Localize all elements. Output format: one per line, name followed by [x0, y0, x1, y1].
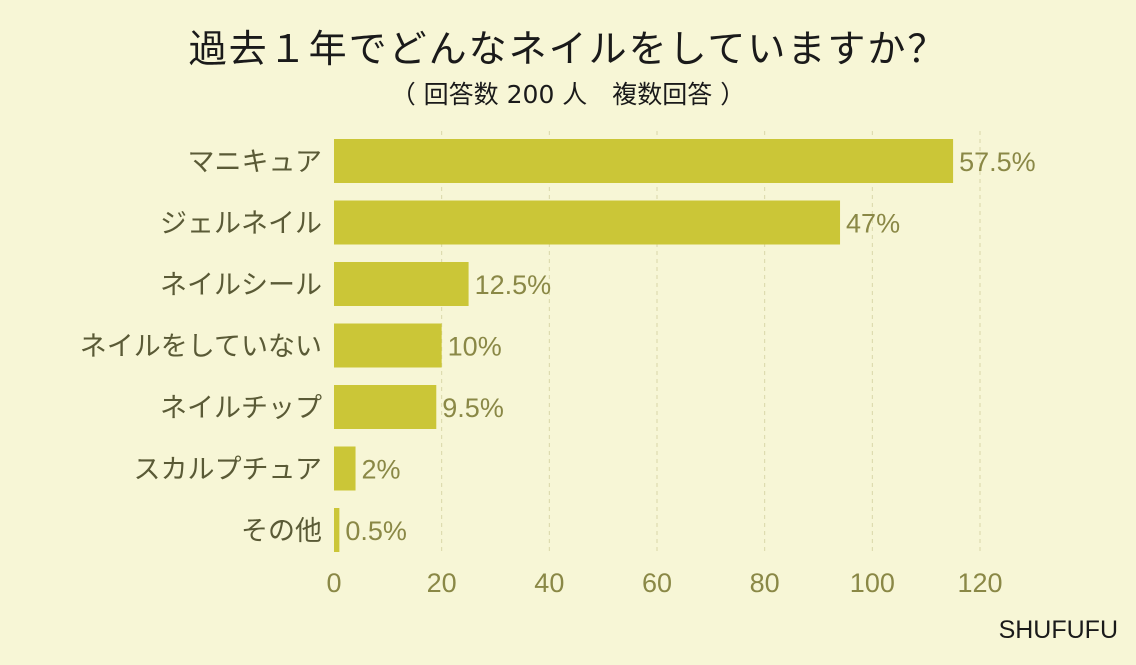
- value-label: 2%: [362, 455, 401, 485]
- category-label: ネイルシール: [160, 270, 322, 301]
- x-tick-label: 20: [427, 568, 457, 598]
- value-label: 0.5%: [345, 516, 407, 546]
- chart-subtitle: （ 回答数 200 人 複数回答 ）: [390, 80, 746, 109]
- value-label: 47%: [846, 209, 900, 239]
- value-label: 57.5%: [959, 147, 1036, 177]
- category-label: ネイルをしていない: [80, 332, 322, 363]
- chart-title: 過去１年でどんなネイルをしていますか？: [188, 27, 948, 71]
- value-labels: 57.5% 47% 12.5% 10% 9.5% 2% 0.5%: [345, 147, 1035, 546]
- value-label: 9.5%: [442, 393, 504, 423]
- bar: [334, 200, 841, 245]
- category-label: スカルプチュア: [134, 455, 322, 486]
- bar: [334, 385, 437, 429]
- category-label: マニキュア: [188, 147, 322, 178]
- category-label: ジェルネイル: [160, 209, 322, 240]
- bars: [334, 139, 954, 552]
- x-tick-label: 40: [534, 568, 564, 598]
- x-tick-label: 60: [642, 568, 672, 598]
- x-tick-label: 120: [957, 568, 1002, 598]
- bar: [334, 139, 954, 183]
- category-label: ネイルチップ: [160, 393, 322, 424]
- bar: [334, 508, 340, 552]
- brand-watermark: SHUFUFU: [998, 616, 1118, 644]
- x-tick-label: 80: [750, 568, 780, 598]
- value-label: 10%: [448, 332, 502, 362]
- category-labels: マニキュアジェルネイルネイルシールネイルをしていないネイルチップスカルプチュアそ…: [80, 147, 322, 547]
- bar: [334, 262, 469, 306]
- x-tick-label: 0: [326, 568, 341, 598]
- x-tick-label: 100: [850, 568, 895, 598]
- grid-lines: [441, 131, 981, 555]
- bar: [334, 446, 356, 491]
- bar: [334, 323, 442, 368]
- value-label: 12.5%: [475, 270, 552, 300]
- category-label: その他: [241, 516, 322, 547]
- x-tick-labels: 0 20 40 60 80 100 120: [326, 568, 1002, 598]
